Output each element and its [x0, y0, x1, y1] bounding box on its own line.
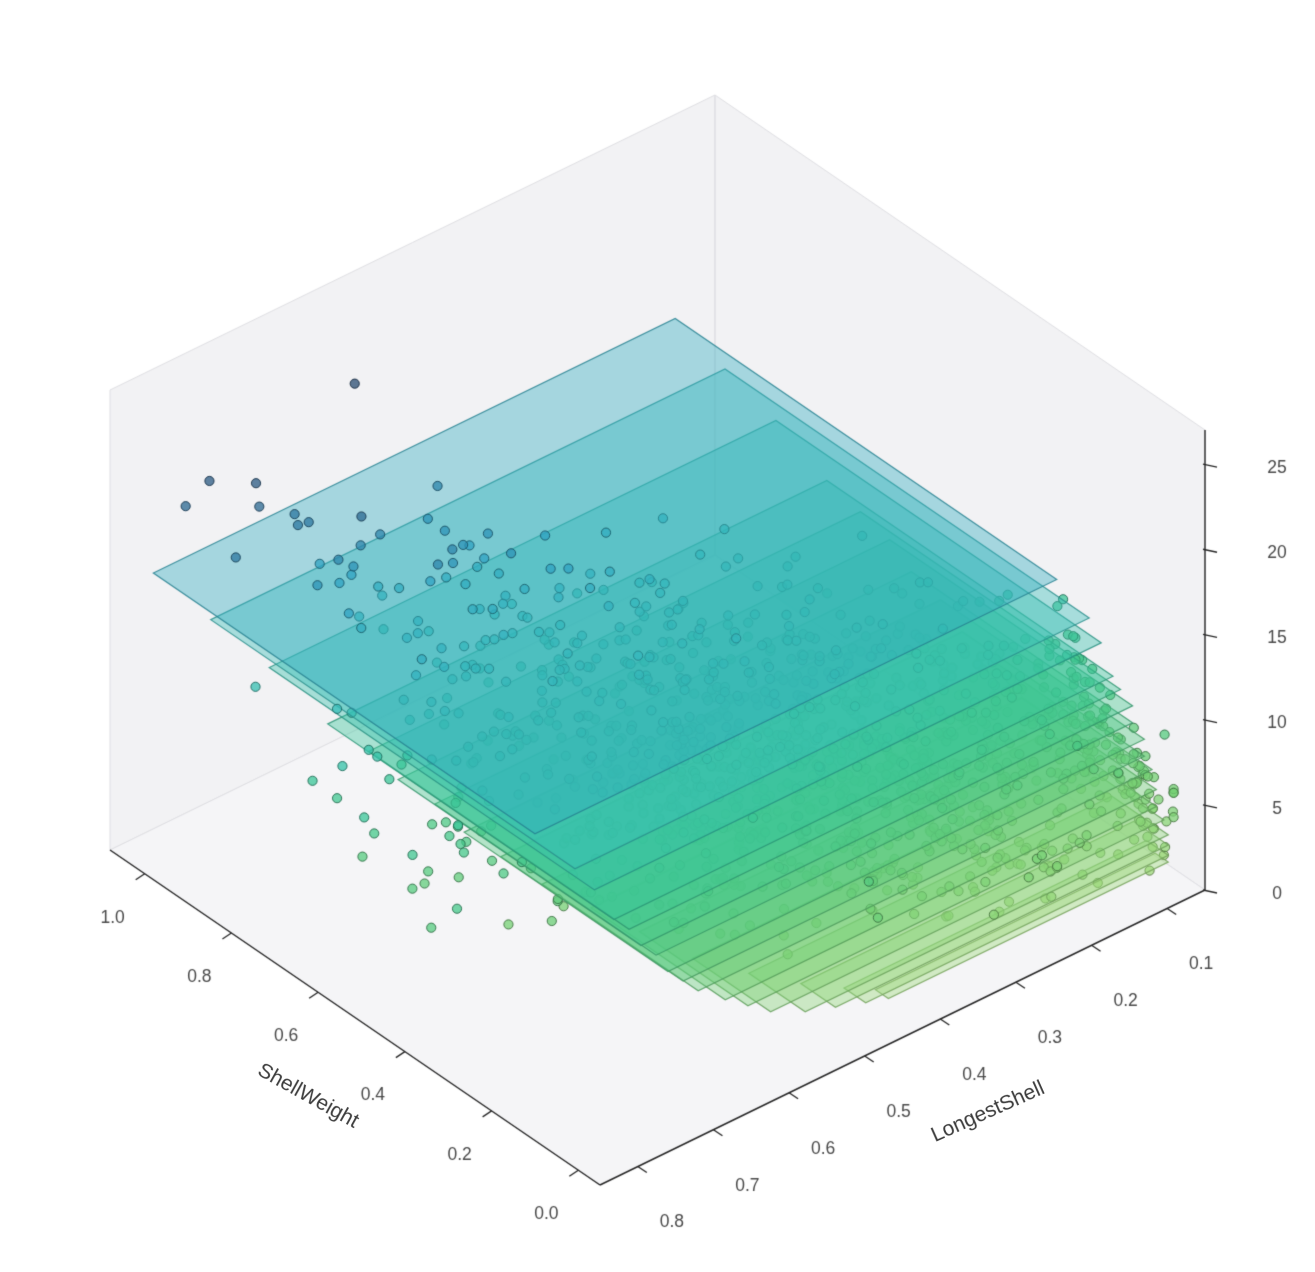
3d-scatter-plot-canvas [0, 0, 1315, 1272]
chart-figure: ShellWeight LongestShell [0, 0, 1315, 1272]
